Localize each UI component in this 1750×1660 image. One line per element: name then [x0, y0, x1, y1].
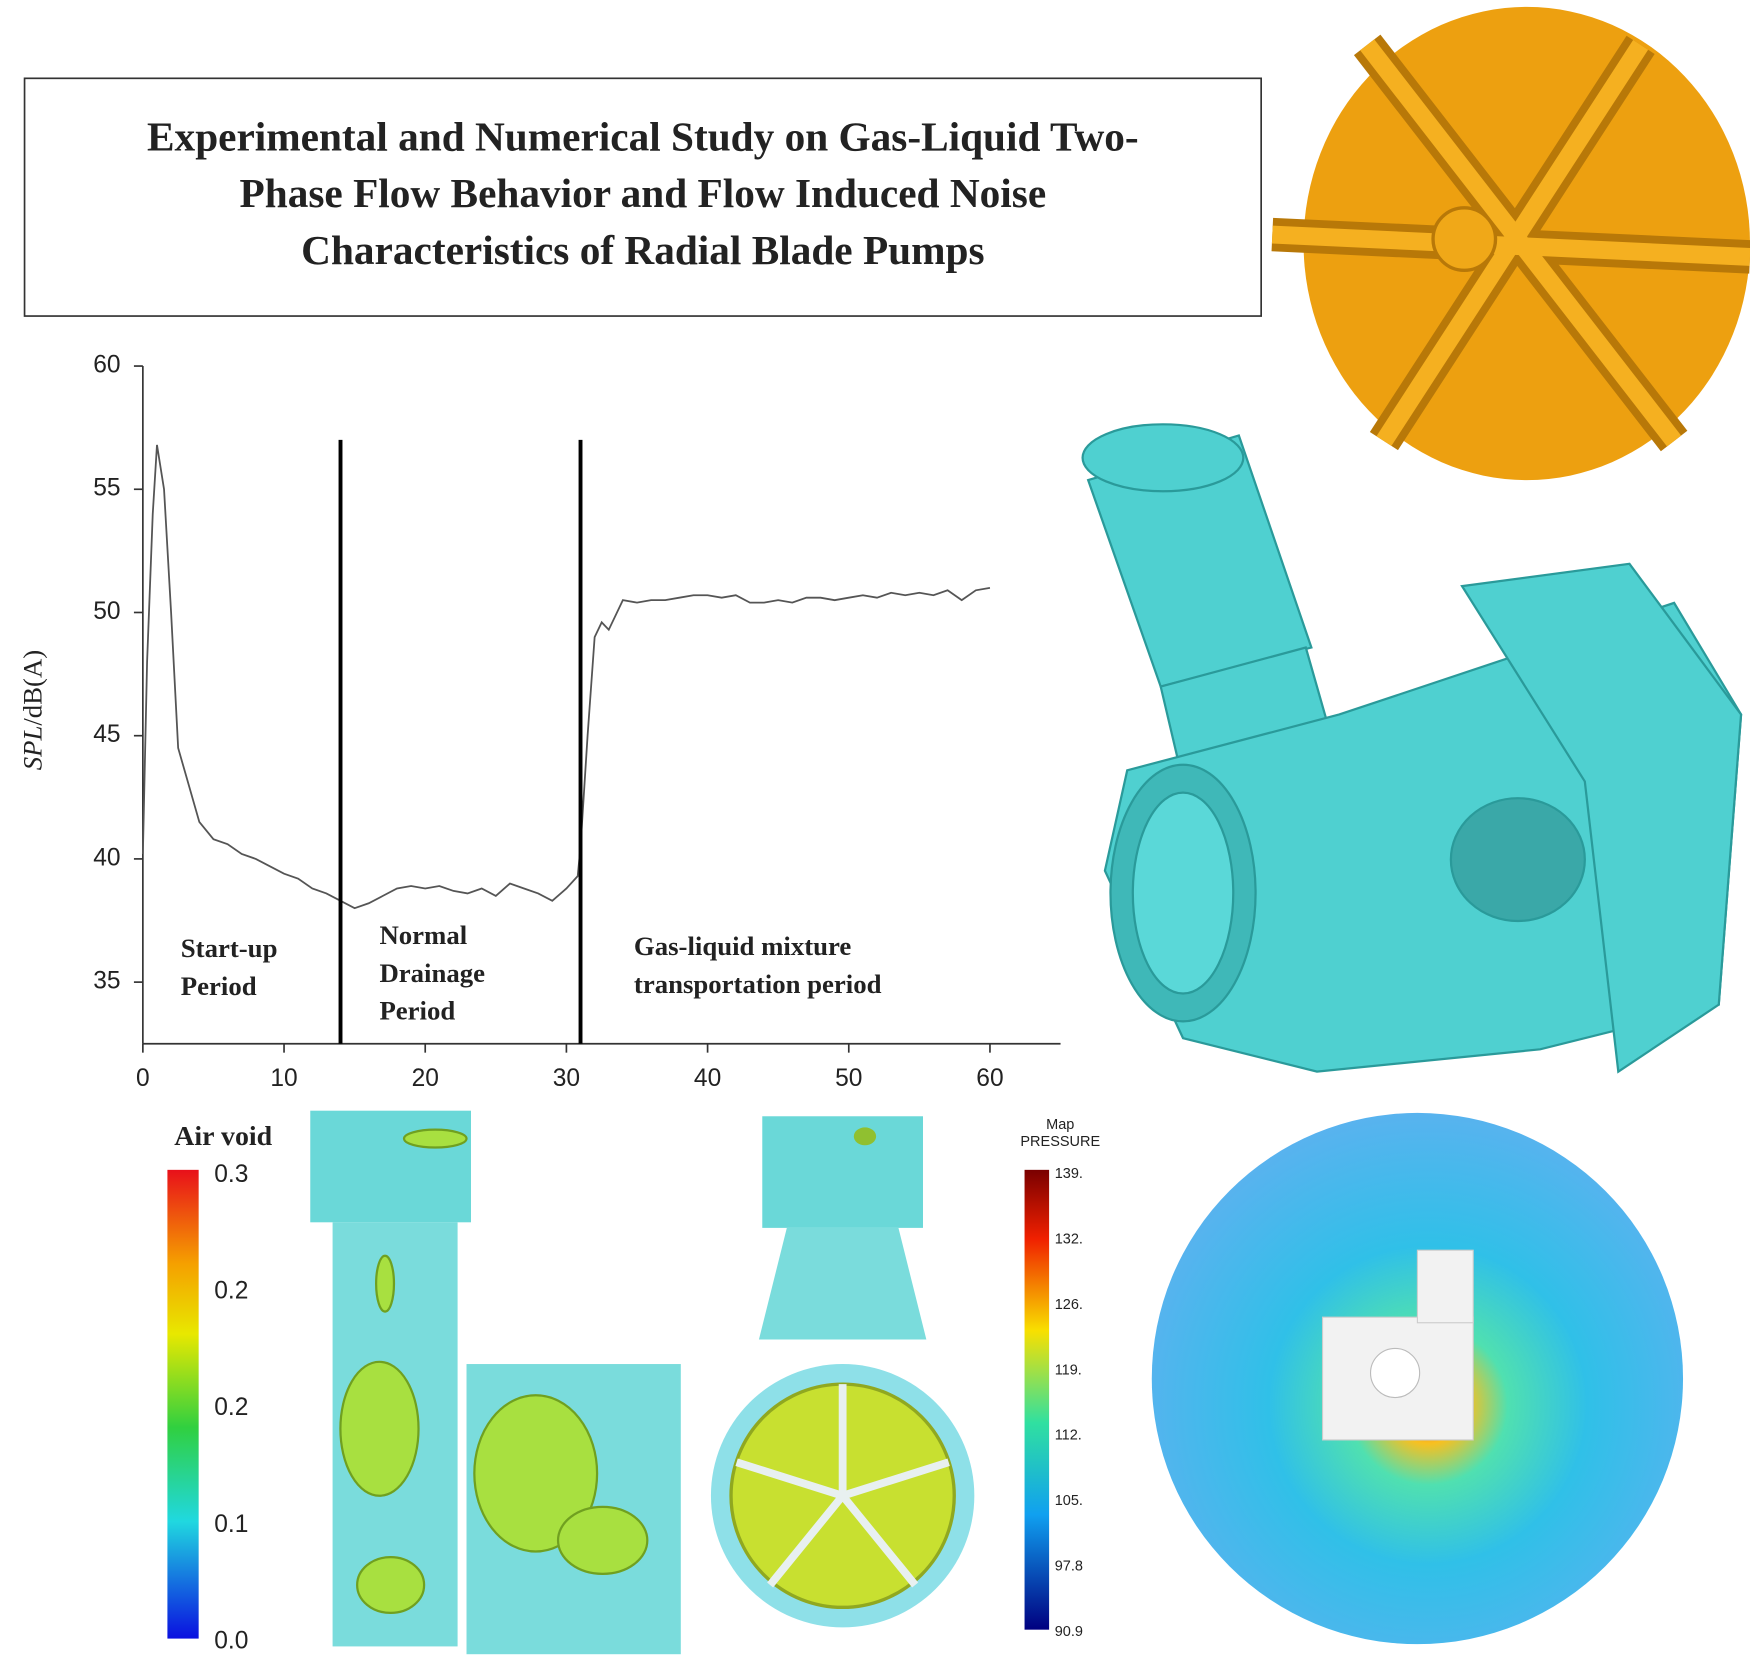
pressure-label: 119. — [1055, 1362, 1082, 1378]
pressure-colorbar — [1024, 1169, 1050, 1630]
y-tick-label: 55 — [93, 475, 120, 502]
x-tick-label: 0 — [136, 1065, 150, 1092]
air-void-title: Air void — [174, 1121, 272, 1152]
pressure-field-render — [1151, 1112, 1684, 1645]
title-line: Experimental and Numerical Study on Gas-… — [147, 113, 1139, 159]
pressure-label: 132. — [1055, 1232, 1083, 1248]
period-label: Drainage — [379, 958, 485, 988]
pressure-label: 112. — [1055, 1428, 1082, 1444]
impeller-render — [1270, 5, 1750, 481]
air-void-label: 0.2 — [214, 1278, 248, 1305]
pressure-label: 90.9 — [1055, 1624, 1083, 1640]
pressure-label: 105. — [1055, 1493, 1083, 1509]
pressure-label: 139. — [1055, 1166, 1083, 1182]
air-void-colorbar — [167, 1169, 199, 1639]
x-tick-label: 50 — [835, 1065, 862, 1092]
x-tick-label: 20 — [412, 1065, 439, 1092]
pressure-label: 126. — [1055, 1297, 1083, 1313]
period-label: Period — [379, 996, 455, 1026]
y-axis-label: SPL/dB(A) — [18, 650, 48, 770]
pressure-title: PRESSURE — [1020, 1134, 1100, 1150]
spl-line — [141, 444, 991, 910]
title-line: Phase Flow Behavior and Flow Induced Noi… — [240, 170, 1047, 216]
y-tick-label: 50 — [93, 598, 120, 625]
air-void-label: 0.3 — [214, 1161, 248, 1188]
period-label: Normal — [379, 920, 467, 950]
period-label: transportation period — [634, 969, 882, 999]
cfd-side-view — [310, 1110, 681, 1655]
x-tick-label: 30 — [553, 1065, 580, 1092]
air-void-label: 0.0 — [214, 1627, 248, 1654]
y-tick-label: 35 — [93, 968, 120, 995]
period-label: Gas-liquid mixture — [634, 931, 851, 961]
x-tick-label: 40 — [694, 1065, 721, 1092]
y-axis-label-variable: SPL — [18, 726, 48, 771]
title-box — [23, 77, 1262, 317]
air-void-label: 0.2 — [214, 1394, 248, 1421]
y-tick-label: 60 — [93, 352, 120, 379]
period-label: Start-up — [181, 933, 278, 963]
pump-housing-render — [1081, 423, 1743, 1074]
period-label: Period — [181, 971, 257, 1001]
title-frame — [23, 77, 1262, 317]
x-tick-label: 60 — [976, 1065, 1003, 1092]
y-tick-label: 40 — [93, 844, 120, 871]
y-tick-label: 45 — [93, 721, 120, 748]
cfd-front-view — [710, 1116, 975, 1628]
x-tick-label: 10 — [270, 1065, 297, 1092]
air-void-label: 0.1 — [214, 1511, 248, 1538]
title-line: Characteristics of Radial Blade Pumps — [301, 227, 984, 273]
pressure-label: 97.8 — [1055, 1559, 1083, 1575]
pressure-title: Map — [1046, 1117, 1074, 1133]
y-axis-label-unit: /dB(A) — [18, 650, 48, 726]
